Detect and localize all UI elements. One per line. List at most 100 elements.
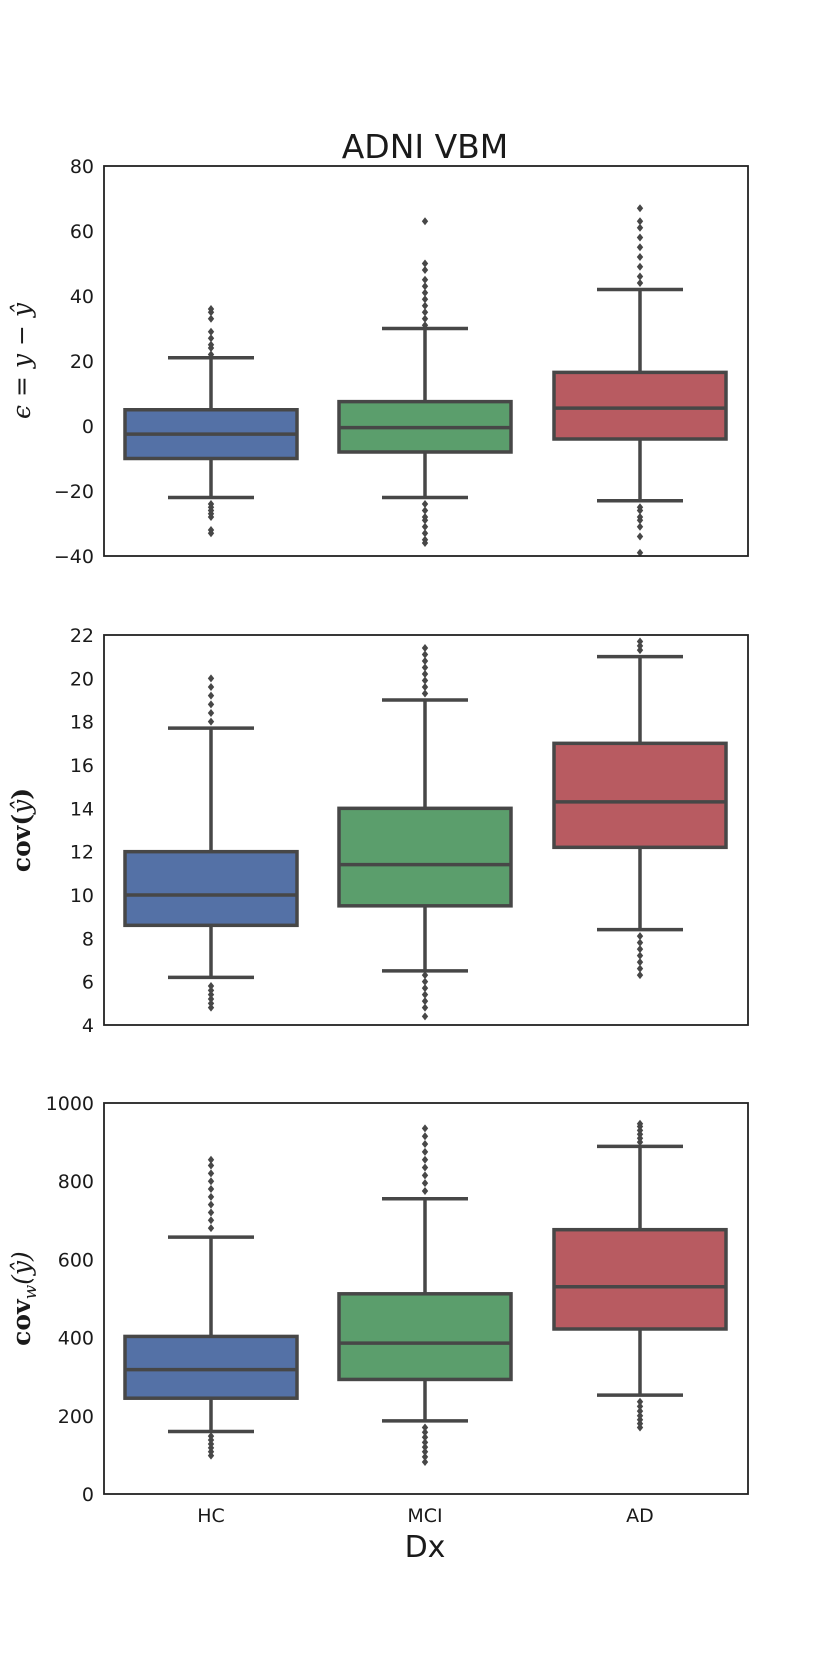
outlier-point [421,1155,429,1164]
outlier-point [207,674,215,683]
outlier-point [421,1186,429,1195]
outlier-point [636,641,644,650]
outlier-point [207,1192,215,1201]
outlier-point [636,932,644,941]
outlier-point [636,958,644,967]
y-tick-label: 22 [70,625,94,647]
x-tick-label-hc: HC [197,1505,225,1527]
outlier-point [421,670,429,678]
outlier-point [207,990,215,999]
outlier-point [421,971,429,980]
y-tick-label: 12 [70,842,94,864]
y-tick-label: 1000 [46,1093,94,1115]
y-tick-label: 80 [70,156,94,178]
outlier-point [636,272,644,281]
outlier-point [207,1177,215,1186]
outlier-point [421,683,429,691]
x-tick-label-ad: AD [626,1505,654,1527]
outlier-point [636,951,644,960]
outlier-point [421,301,429,310]
outlier-point [207,350,215,359]
box-hc [123,1155,299,1460]
box-hc [123,674,299,1012]
outlier-point [421,259,429,268]
outlier-point [636,253,644,261]
outlier-point [421,282,429,291]
outlier-point [421,308,429,317]
outlier-point [207,305,215,313]
x-axis-label: Dx [405,1530,446,1565]
outlier-point [207,1169,215,1178]
outlier-point [636,204,644,213]
y-tick-label: −20 [54,481,94,503]
outlier-point [207,709,215,717]
y-axis-label-3: covw(ŷ) [7,1251,41,1346]
outlier-point [421,217,429,226]
y-tick-label: 18 [70,712,94,734]
y-tick-label: 8 [82,928,94,950]
plot-frame [103,165,749,557]
y-tick-label: −40 [54,546,94,568]
outlier-point [636,1119,644,1128]
outlier-point [421,676,429,685]
outlier-point [207,334,215,343]
y-tick-label: 400 [58,1328,94,1350]
y-tick-label: 4 [82,1015,94,1037]
outlier-point [421,689,429,698]
box-body [337,1292,513,1382]
outlier-point [207,1003,215,1012]
outlier-point [636,223,644,232]
y-axis-label-text: ϵ = y − ŷ [7,302,36,419]
outlier-point [421,1447,429,1456]
outlier-point [421,984,429,993]
outlier-point [636,1402,644,1411]
outlier-point [421,535,429,544]
y-axis-label-1: ϵ = y − ŷ [7,302,36,419]
plot-frame [103,1102,749,1495]
y-tick-label: 200 [58,1406,94,1428]
outlier-point [636,503,644,512]
outlier-point [421,295,429,304]
outlier-point [636,646,644,655]
outlier-point [421,650,429,659]
y-tick-label: 60 [70,221,94,243]
outlier-point [421,977,429,986]
outlier-point [421,1428,429,1437]
outlier-point [421,522,429,531]
y-tick-label: 800 [58,1171,94,1193]
y-tick-label: 0 [82,416,94,438]
outlier-point [421,1163,429,1172]
outlier-point [421,314,429,323]
y-axis-label-text: covw(ŷ) [7,1251,41,1346]
outlier-point [207,1432,215,1441]
outlier-point [207,500,215,508]
outlier-point [636,1407,644,1416]
outlier-point [421,1443,429,1452]
outlier-point [421,288,429,297]
x-tick-label-mci: MCI [407,1505,442,1527]
box-body [123,1334,299,1400]
chart-title: ADNI VBM [342,127,509,166]
outlier-point [636,532,644,541]
outlier-point [636,262,644,271]
outlier-point [636,217,644,226]
box-body [337,806,513,908]
outlier-point [421,321,429,330]
outlier-point [421,1452,429,1461]
outlier-point [636,971,644,980]
outlier-point [207,986,215,995]
y-axis-label-2: cov(ŷ) [7,788,36,872]
outlier-point [207,314,215,323]
outlier-point [421,506,429,515]
chart-panel-2: 4 6 8 10 12 14 16 18 20 22 [70,625,749,1037]
box-ad [552,1119,728,1432]
outlier-point [636,279,644,287]
outlier-point [207,717,215,726]
outlier-point [421,657,429,665]
box-mci [337,1124,513,1466]
outlier-point [421,1438,429,1447]
y-tick-label: 20 [70,351,94,373]
box-ad [552,637,728,980]
outlier-point [636,1397,644,1406]
